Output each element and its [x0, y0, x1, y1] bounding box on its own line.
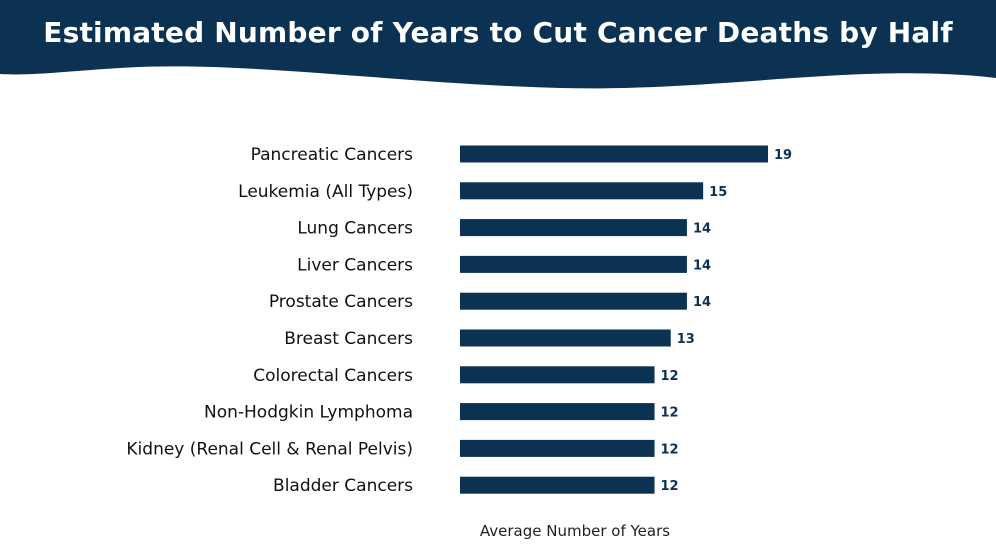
bar: [460, 366, 655, 384]
category-label: Kidney (Renal Cell & Renal Pelvis): [126, 439, 413, 459]
bar: [460, 439, 655, 457]
category-label: Breast Cancers: [284, 329, 413, 349]
x-axis-label: Average Number of Years: [479, 522, 671, 540]
title-banner: Estimated Number of Years to Cut Cancer …: [0, 0, 996, 100]
value-label: 12: [661, 406, 679, 421]
banner-wave: [0, 0, 996, 89]
bar-chart: Pancreatic Cancers 19 Leukemia (All Types)…: [126, 145, 792, 496]
value-label: 12: [661, 369, 679, 384]
value-label: 12: [661, 442, 679, 457]
value-label: 14: [693, 222, 711, 237]
category-label: Colorectal Cancers: [253, 366, 413, 386]
value-label: 14: [693, 258, 711, 273]
category-label: Lung Cancers: [297, 219, 413, 239]
value-label: 19: [774, 148, 792, 163]
bar: [460, 476, 655, 494]
category-label: Bladder Cancers: [273, 476, 413, 496]
bar: [460, 182, 704, 200]
category-label: Non-Hodgkin Lymphoma: [204, 403, 413, 423]
bar: [460, 329, 671, 347]
category-label: Prostate Cancers: [269, 292, 413, 312]
value-label: 12: [661, 479, 679, 494]
category-label: Leukemia (All Types): [238, 182, 413, 202]
bar: [460, 292, 687, 310]
bar: [460, 145, 768, 163]
category-label: Pancreatic Cancers: [251, 145, 414, 165]
category-label: Liver Cancers: [297, 255, 413, 275]
chart-title: Estimated Number of Years to Cut Cancer …: [43, 16, 953, 49]
bar: [460, 219, 687, 237]
value-label: 15: [709, 185, 727, 200]
bar: [460, 255, 687, 273]
bar: [460, 403, 655, 421]
value-label: 13: [677, 332, 695, 347]
value-label: 14: [693, 295, 711, 310]
